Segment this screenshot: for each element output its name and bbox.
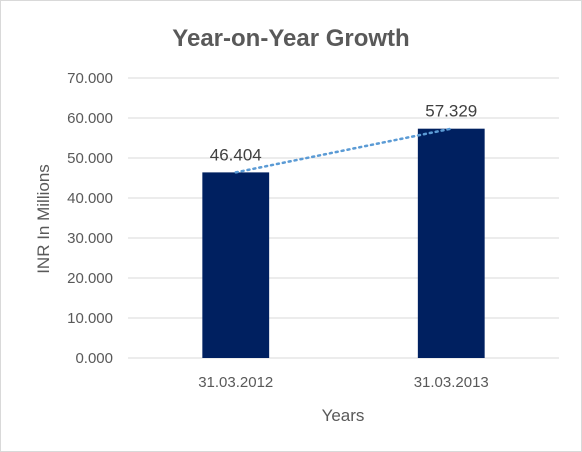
y-tick-label: 20.000	[67, 270, 113, 287]
trendline-group	[234, 127, 453, 174]
data-labels: 46.404 57.329	[210, 102, 478, 165]
bar	[202, 172, 270, 358]
y-tick-label: 60.000	[67, 110, 113, 127]
x-tick-label: 31.03.2012	[198, 374, 273, 391]
y-tick-label: 10.000	[67, 310, 113, 327]
y-axis-title: INR In Millions	[34, 164, 53, 274]
data-label: 57.329	[425, 102, 477, 121]
gridlines	[128, 77, 559, 359]
y-axis-ticks: 0.000 10.000 20.000 30.000 40.000 50.000 60.00…	[67, 70, 113, 367]
y-tick-label: 40.000	[67, 190, 113, 207]
x-axis-title: Years	[322, 406, 365, 425]
trendline	[234, 127, 453, 174]
x-axis-ticks: 31.03.2012 31.03.2013	[198, 374, 489, 391]
y-tick-label: 30.000	[67, 230, 113, 247]
bar	[417, 128, 485, 358]
x-tick-label: 31.03.2013	[414, 374, 489, 391]
chart-title: Year-on-Year Growth	[172, 25, 409, 52]
y-tick-label: 0.000	[75, 350, 113, 367]
bars	[202, 128, 485, 358]
y-tick-label: 70.000	[67, 70, 113, 87]
data-label: 46.404	[210, 145, 262, 164]
y-tick-label: 50.000	[67, 150, 113, 167]
